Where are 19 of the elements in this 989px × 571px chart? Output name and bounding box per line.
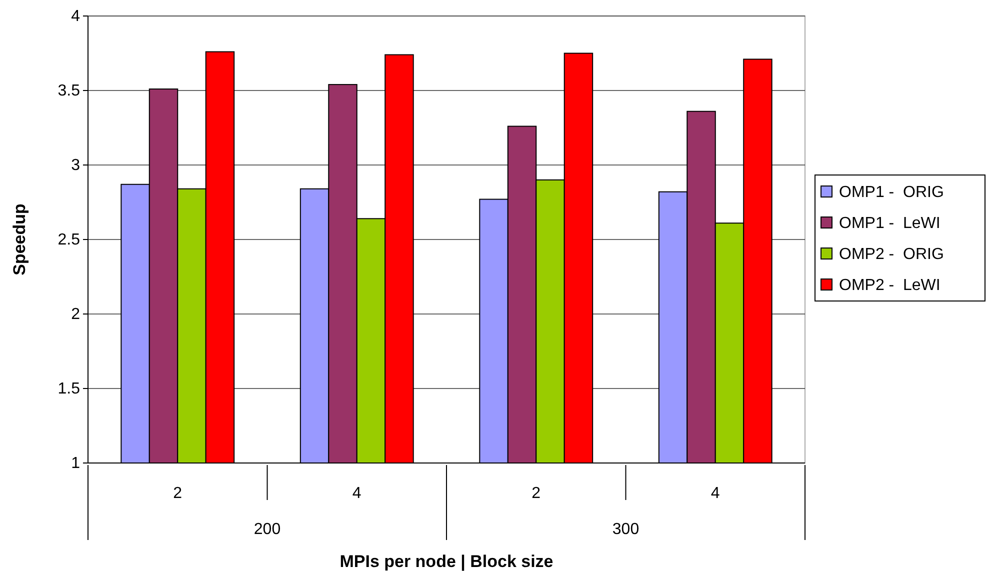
y-axis-title: Speedup: [10, 204, 29, 276]
y-tick-label: 3: [71, 157, 80, 174]
text: 200: [254, 521, 281, 538]
x-axis-title: MPIs per node | Block size: [340, 552, 554, 571]
y-tick-label: 1.5: [58, 380, 80, 398]
legend-label: OMP1 - LeWI: [839, 215, 940, 232]
text: 300: [612, 521, 640, 538]
y-tick-label: 3.5: [58, 82, 80, 100]
y-tick-label: 2.5: [58, 232, 80, 249]
x-tick-label: 2: [532, 485, 541, 502]
y-tick-label: 1: [71, 455, 80, 472]
x-tick-label: 2: [173, 485, 182, 502]
legend-label: OMP2 - ORIG: [839, 246, 944, 263]
y-tick-label: 2: [71, 306, 80, 324]
x-tick-label: 4: [710, 485, 720, 502]
legend-label: OMP2 - LeWI: [839, 277, 940, 294]
y-tick-label: 4: [71, 8, 80, 26]
x-tick-label: 4: [352, 485, 362, 502]
legend-label: OMP1 - ORIG: [839, 184, 944, 201]
